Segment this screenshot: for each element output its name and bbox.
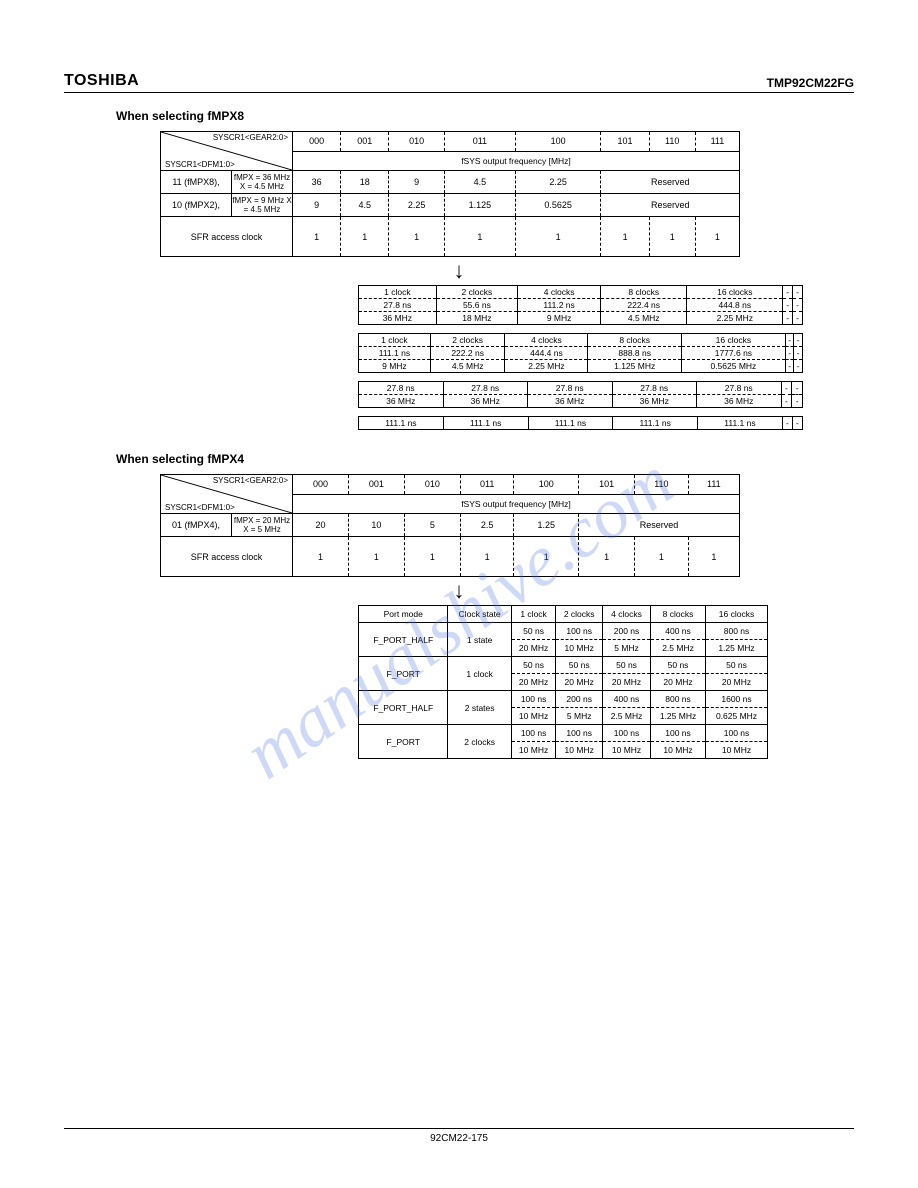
section2-ov-table: SYSCR1<GEAR2:0> SYSCR1<DFM1:0> 000 001 0… (160, 474, 740, 577)
sub-table-2: 27.8 ns27.8 ns27.8 ns27.8 ns27.8 ns-- 36… (358, 381, 803, 408)
sub-table-3: 111.1 ns111.1 ns111.1 ns111.1 ns111.1 ns… (358, 416, 803, 430)
section2-title: When selecting fMPX4 (116, 452, 854, 466)
section1-ov-table: SYSCR1<GEAR2:0> SYSCR1<DFM1:0> 000 001 0… (160, 131, 740, 257)
sub-table-1: 1 clock2 clocks4 clocks8 clocks16 clocks… (358, 333, 803, 373)
brand-logo: TOSHIBA (64, 72, 139, 90)
section2-pm-table: Port modeClock state1 clock2 clocks4 clo… (358, 605, 768, 759)
header: TOSHIBA TMP92CM22FG (64, 72, 854, 93)
part-number: TMP92CM22FG (767, 76, 854, 90)
sub-table-0: 1 clock2 clocks4 clocks8 clocks16 clocks… (358, 285, 803, 325)
section1-ov-wrap: SYSCR1<GEAR2:0> SYSCR1<DFM1:0> 000 001 0… (160, 131, 854, 257)
section2-ov-wrap: SYSCR1<GEAR2:0> SYSCR1<DFM1:0> 000 001 0… (160, 474, 854, 577)
diag-top: SYSCR1<GEAR2:0> (213, 133, 288, 142)
section1-title: When selecting fMPX8 (116, 109, 854, 123)
arrow-down-2: ↓ (64, 581, 854, 601)
section1-subs: 1 clock2 clocks4 clocks8 clocks16 clocks… (358, 285, 854, 430)
arrow-down-1: ↓ (64, 261, 854, 281)
diag-bot: SYSCR1<DFM1:0> (165, 160, 235, 169)
footer: 92CM22-175 (64, 1128, 854, 1144)
section2-pm-wrap: Port modeClock state1 clock2 clocks4 clo… (358, 605, 854, 759)
page: manualshive.com TOSHIBA TMP92CM22FG When… (0, 0, 918, 1188)
